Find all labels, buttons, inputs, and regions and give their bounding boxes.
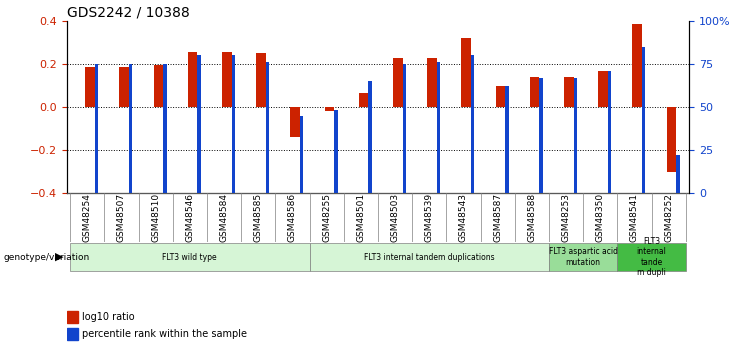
- Bar: [95, 64, 98, 193]
- Bar: [608, 71, 611, 193]
- Text: FLT3
internal
tande
m dupli: FLT3 internal tande m dupli: [637, 237, 666, 277]
- Text: GSM48501: GSM48501: [356, 193, 365, 242]
- Bar: [436, 62, 440, 193]
- Bar: [197, 55, 201, 193]
- Text: GSM48587: GSM48587: [493, 193, 502, 242]
- Text: FLT3 wild type: FLT3 wild type: [162, 253, 217, 262]
- Bar: [67, 310, 78, 323]
- FancyBboxPatch shape: [310, 243, 549, 271]
- Text: GSM48584: GSM48584: [219, 193, 228, 242]
- Bar: [564, 77, 574, 107]
- Bar: [163, 64, 167, 193]
- Bar: [325, 107, 334, 111]
- FancyBboxPatch shape: [70, 243, 310, 271]
- FancyBboxPatch shape: [549, 243, 617, 271]
- Bar: [129, 64, 133, 193]
- Bar: [574, 78, 577, 193]
- Bar: [505, 86, 508, 193]
- Text: GSM48252: GSM48252: [664, 193, 673, 242]
- Bar: [632, 24, 642, 107]
- Bar: [393, 58, 402, 107]
- Text: GSM48510: GSM48510: [151, 193, 160, 242]
- Bar: [496, 87, 505, 107]
- Text: FLT3 aspartic acid
mutation: FLT3 aspartic acid mutation: [548, 247, 617, 267]
- Bar: [368, 81, 372, 193]
- Text: FLT3 internal tandem duplications: FLT3 internal tandem duplications: [364, 253, 494, 262]
- Text: ▶: ▶: [55, 252, 63, 262]
- Bar: [667, 107, 676, 171]
- Text: GSM48507: GSM48507: [117, 193, 126, 242]
- Text: genotype/variation: genotype/variation: [4, 253, 90, 262]
- Bar: [402, 64, 406, 193]
- Bar: [222, 52, 231, 107]
- Bar: [67, 328, 78, 340]
- Bar: [642, 47, 645, 193]
- Text: GSM48254: GSM48254: [83, 193, 92, 242]
- Bar: [598, 71, 608, 107]
- Bar: [462, 38, 471, 107]
- Text: GSM48541: GSM48541: [630, 193, 639, 242]
- Bar: [256, 53, 266, 107]
- Text: GSM48255: GSM48255: [322, 193, 331, 242]
- Text: GDS2242 / 10388: GDS2242 / 10388: [67, 6, 190, 20]
- FancyBboxPatch shape: [617, 243, 685, 271]
- Text: GSM48586: GSM48586: [288, 193, 297, 242]
- Text: GSM48546: GSM48546: [185, 193, 194, 242]
- Text: GSM48253: GSM48253: [562, 193, 571, 242]
- Text: GSM48585: GSM48585: [253, 193, 263, 242]
- Bar: [530, 77, 539, 107]
- Bar: [266, 62, 269, 193]
- Bar: [85, 67, 95, 107]
- Bar: [427, 58, 436, 107]
- Bar: [676, 155, 679, 193]
- Text: GSM48543: GSM48543: [459, 193, 468, 242]
- Bar: [119, 67, 129, 107]
- Bar: [153, 65, 163, 107]
- Bar: [231, 55, 235, 193]
- Bar: [359, 93, 368, 107]
- Bar: [471, 55, 474, 193]
- Bar: [187, 52, 197, 107]
- Text: GSM48588: GSM48588: [528, 193, 536, 242]
- Text: GSM48539: GSM48539: [425, 193, 433, 242]
- Bar: [290, 107, 300, 137]
- Bar: [539, 78, 542, 193]
- Text: GSM48503: GSM48503: [391, 193, 399, 242]
- Text: GSM48350: GSM48350: [596, 193, 605, 242]
- Bar: [334, 110, 338, 193]
- Bar: [300, 116, 303, 193]
- Text: log10 ratio: log10 ratio: [82, 312, 134, 322]
- Text: percentile rank within the sample: percentile rank within the sample: [82, 329, 247, 339]
